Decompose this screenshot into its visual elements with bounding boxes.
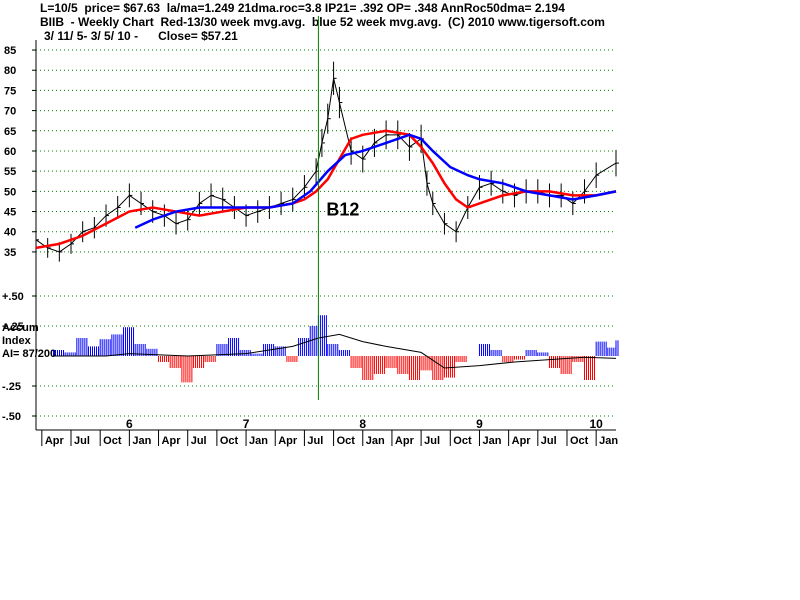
x-month-label: Oct — [570, 435, 589, 447]
price-tick-label: 60 — [4, 146, 16, 158]
x-month-label: Apr — [395, 435, 415, 447]
x-month-label: Oct — [220, 435, 239, 447]
x-month-label: Apr — [162, 435, 182, 447]
x-month-label: Jan — [366, 435, 385, 447]
price-series-line-0 — [35, 78, 617, 253]
accum-tick-label: +.50 — [2, 291, 24, 303]
price-tick-label: 85 — [4, 45, 16, 57]
price-tick-label: 45 — [4, 207, 16, 219]
x-month-label: Jan — [132, 435, 151, 447]
price-series-line-2 — [134, 133, 617, 229]
accum-tick-label: -.25 — [2, 381, 21, 393]
x-month-label: Jul — [191, 435, 207, 447]
x-month-label: Jan — [249, 435, 268, 447]
accum-side-label: Accum — [2, 322, 39, 334]
x-month-label: Apr — [45, 435, 65, 447]
x-month-label: Oct — [453, 435, 472, 447]
x-year-label: 9 — [476, 417, 483, 431]
x-year-label: 10 — [589, 417, 603, 431]
x-month-label: Oct — [337, 435, 356, 447]
price-series-line-1 — [35, 129, 617, 250]
x-month-label: Jul — [541, 435, 557, 447]
price-tick-label: 70 — [4, 106, 16, 118]
accum-side-label: AI= 87/200 — [2, 348, 56, 360]
price-tick-label: 75 — [4, 85, 16, 97]
x-month-label: Jan — [599, 435, 618, 447]
x-month-label: Apr — [278, 435, 298, 447]
x-month-label: Jul — [424, 435, 440, 447]
x-month-label: Apr — [512, 435, 532, 447]
header-line-2: BIIB - Weekly Chart Red-13/30 week mvg.a… — [40, 15, 605, 29]
x-year-label: 6 — [126, 417, 133, 431]
x-month-label: Oct — [103, 435, 122, 447]
price-tick-label: 50 — [4, 186, 16, 198]
accum-line — [53, 333, 617, 369]
accum-tick-label: -.50 — [2, 411, 21, 423]
x-year-label: 8 — [359, 417, 366, 431]
x-year-label: 7 — [243, 417, 250, 431]
price-tick-label: 65 — [4, 126, 16, 138]
x-month-label: Jul — [307, 435, 323, 447]
signal-label: B12 — [326, 200, 359, 220]
price-tick-label: 80 — [4, 65, 16, 77]
accum-tick-label: +.25 — [2, 321, 24, 333]
header-line-3: 3/ 11/ 5- 3/ 5/ 10 - Close= $57.21 — [44, 29, 238, 43]
price-tick-label: 55 — [4, 166, 16, 178]
header-line-1: L=10/5 price= $67.63 la/ma=1.249 21dma.r… — [40, 1, 565, 15]
accum-side-label: Index — [2, 335, 32, 347]
x-month-label: Jul — [74, 435, 90, 447]
price-tick-label: 35 — [4, 247, 16, 259]
price-tick-label: 40 — [4, 227, 16, 239]
x-month-label: Jan — [482, 435, 501, 447]
